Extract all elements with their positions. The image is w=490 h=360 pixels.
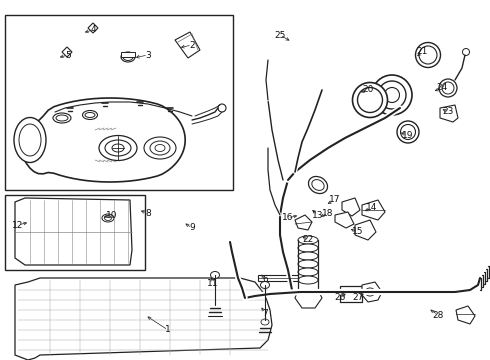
- Text: 14: 14: [367, 203, 378, 212]
- Ellipse shape: [261, 319, 269, 325]
- Bar: [5, 195, 145, 270]
- Text: 18: 18: [322, 208, 334, 217]
- Text: 24: 24: [437, 84, 448, 93]
- Ellipse shape: [144, 137, 176, 159]
- Polygon shape: [362, 200, 385, 220]
- Ellipse shape: [112, 144, 124, 152]
- Polygon shape: [15, 198, 132, 265]
- Ellipse shape: [298, 252, 318, 260]
- Text: 1: 1: [165, 325, 171, 334]
- Ellipse shape: [400, 125, 416, 139]
- Ellipse shape: [105, 140, 131, 156]
- Polygon shape: [456, 306, 475, 324]
- Ellipse shape: [463, 49, 469, 55]
- Ellipse shape: [419, 46, 437, 64]
- Polygon shape: [88, 23, 98, 33]
- Bar: [340, 286, 362, 302]
- Text: 10: 10: [106, 211, 118, 220]
- Ellipse shape: [19, 124, 41, 156]
- Ellipse shape: [211, 271, 220, 279]
- Ellipse shape: [53, 113, 71, 123]
- Ellipse shape: [261, 282, 270, 288]
- Ellipse shape: [442, 82, 454, 94]
- Ellipse shape: [312, 180, 324, 190]
- Text: 28: 28: [432, 310, 443, 320]
- Text: 6: 6: [262, 275, 268, 284]
- Ellipse shape: [439, 79, 457, 97]
- Bar: [258, 275, 298, 281]
- Ellipse shape: [85, 112, 95, 117]
- Text: 5: 5: [65, 50, 71, 59]
- Ellipse shape: [123, 54, 133, 60]
- Text: 21: 21: [416, 48, 428, 57]
- Ellipse shape: [298, 244, 318, 252]
- Ellipse shape: [385, 87, 399, 103]
- Text: 26: 26: [334, 293, 345, 302]
- Ellipse shape: [372, 75, 412, 115]
- Bar: [121, 52, 135, 57]
- Polygon shape: [62, 47, 72, 57]
- Ellipse shape: [218, 104, 226, 112]
- Ellipse shape: [298, 268, 318, 276]
- Text: 3: 3: [145, 50, 151, 59]
- Text: 15: 15: [352, 228, 364, 237]
- Text: 16: 16: [282, 213, 294, 222]
- Text: 22: 22: [302, 235, 314, 244]
- Ellipse shape: [14, 117, 46, 162]
- Polygon shape: [440, 105, 458, 122]
- Polygon shape: [18, 98, 185, 182]
- Ellipse shape: [365, 288, 375, 296]
- Ellipse shape: [298, 276, 318, 284]
- Ellipse shape: [378, 81, 406, 109]
- Text: 23: 23: [442, 108, 454, 117]
- Text: 11: 11: [207, 279, 219, 288]
- Text: 4: 4: [90, 26, 96, 35]
- Ellipse shape: [298, 260, 318, 268]
- Text: 7: 7: [262, 309, 268, 318]
- Ellipse shape: [397, 121, 419, 143]
- Polygon shape: [335, 212, 354, 228]
- Ellipse shape: [298, 236, 318, 244]
- Polygon shape: [362, 282, 382, 302]
- Text: 8: 8: [145, 208, 151, 217]
- Ellipse shape: [358, 87, 383, 112]
- Text: 19: 19: [402, 130, 414, 139]
- Polygon shape: [355, 220, 376, 240]
- Text: 12: 12: [12, 220, 24, 230]
- Ellipse shape: [155, 144, 165, 152]
- Ellipse shape: [104, 216, 112, 220]
- Ellipse shape: [416, 42, 441, 68]
- Ellipse shape: [150, 141, 170, 155]
- Ellipse shape: [102, 214, 114, 222]
- Polygon shape: [175, 32, 200, 58]
- Text: 27: 27: [352, 293, 364, 302]
- Text: 25: 25: [274, 31, 286, 40]
- Polygon shape: [15, 278, 272, 360]
- Ellipse shape: [56, 115, 68, 121]
- Text: 20: 20: [362, 85, 374, 94]
- Text: 2: 2: [189, 40, 195, 49]
- Ellipse shape: [352, 82, 388, 117]
- Bar: [5, 15, 233, 190]
- Text: 13: 13: [312, 211, 324, 220]
- Ellipse shape: [99, 135, 137, 161]
- Text: 17: 17: [329, 195, 341, 204]
- Text: 9: 9: [189, 224, 195, 233]
- Ellipse shape: [309, 176, 327, 194]
- Polygon shape: [342, 198, 360, 216]
- Ellipse shape: [82, 111, 98, 120]
- Ellipse shape: [121, 52, 135, 62]
- Polygon shape: [295, 290, 322, 308]
- Polygon shape: [295, 215, 312, 230]
